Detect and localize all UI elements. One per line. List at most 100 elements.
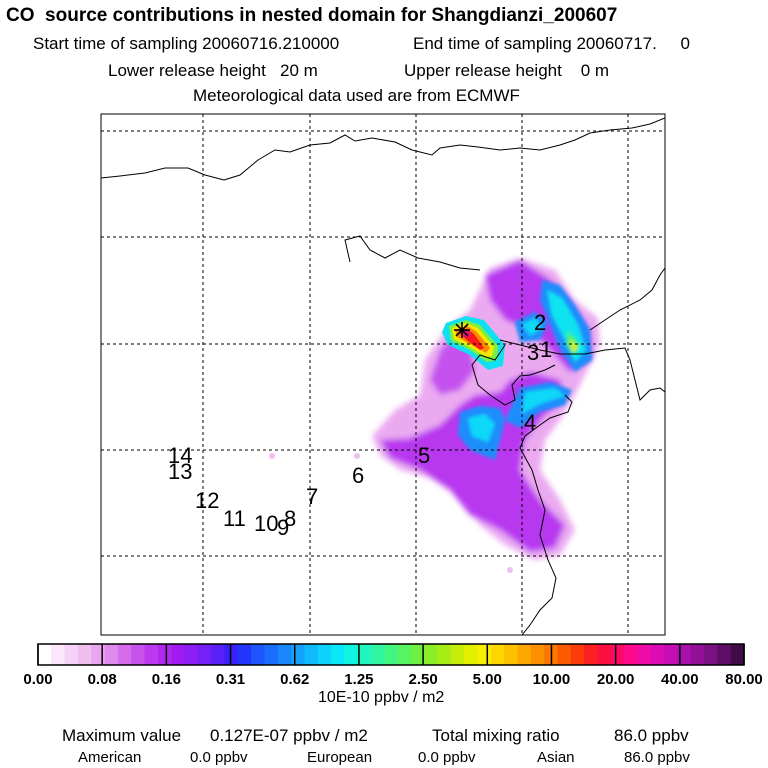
colorbar-swatch bbox=[610, 644, 625, 665]
colorbar-tick-label: 10.00 bbox=[532, 671, 571, 688]
colorbar-swatch bbox=[530, 644, 545, 665]
colorbar bbox=[38, 644, 745, 665]
colorbar-swatch bbox=[570, 644, 585, 665]
colorbar-tick-label: 80.00 bbox=[725, 671, 763, 688]
map-label-10: 10 bbox=[254, 511, 278, 536]
map-label-6: 6 bbox=[352, 463, 364, 488]
map-label-3: 3 bbox=[527, 340, 539, 365]
colorbar-swatch bbox=[637, 644, 652, 665]
colorbar-swatch bbox=[277, 644, 292, 665]
colorbar-swatch bbox=[331, 644, 345, 665]
concentration-field bbox=[269, 258, 600, 573]
plot-frame bbox=[100, 113, 666, 636]
colorbar-swatch bbox=[38, 644, 52, 665]
colorbar-swatch bbox=[650, 644, 665, 665]
colorbar-tick-label: 0.31 bbox=[215, 671, 246, 688]
colorbar-swatch bbox=[464, 644, 479, 665]
colorbar-swatch bbox=[397, 644, 412, 665]
colorbar-swatch bbox=[91, 644, 106, 665]
colorbar-tick-label: 1.25 bbox=[344, 671, 374, 688]
american-value: 0.0 ppbv bbox=[190, 749, 248, 766]
colorbar-tick-label: 40.00 bbox=[661, 671, 699, 688]
faint-dot-b bbox=[354, 453, 360, 459]
map-label-12: 12 bbox=[195, 488, 219, 513]
chart-title: CO source contributions in nested domain… bbox=[6, 5, 618, 26]
colorbar-swatch bbox=[304, 644, 319, 665]
map-label-9: 9 bbox=[277, 515, 289, 540]
european-value: 0.0 ppbv bbox=[418, 749, 476, 766]
american-label: American bbox=[78, 749, 142, 766]
colorbar-swatch bbox=[717, 644, 732, 665]
asian-value: 86.0 ppbv bbox=[624, 749, 690, 766]
european-label: European bbox=[307, 749, 373, 766]
map-label-7: 7 bbox=[306, 484, 318, 509]
colorbar-swatch bbox=[357, 644, 372, 665]
colorbar-swatch bbox=[490, 644, 505, 665]
colorbar-swatch bbox=[664, 644, 678, 665]
colorbar-ticks bbox=[37, 644, 745, 665]
colorbar-swatch bbox=[504, 644, 519, 665]
total-mixing-value: 86.0 ppbv bbox=[614, 726, 689, 745]
colorbar-swatch bbox=[51, 644, 66, 665]
met-data-text: Meteorological data used are from ECMWF bbox=[193, 86, 520, 105]
colorbar-swatch bbox=[477, 644, 492, 665]
colorbar-swatch bbox=[157, 644, 172, 665]
colorbar-swatch bbox=[64, 644, 79, 665]
colorbar-swatch bbox=[251, 644, 266, 665]
map-label-11: 11 bbox=[223, 506, 246, 531]
asian-label: Asian bbox=[537, 749, 575, 766]
coastline-nw bbox=[101, 167, 225, 181]
colorbar-swatch bbox=[211, 644, 226, 665]
colorbar-swatch bbox=[197, 644, 212, 665]
faint-dot-c bbox=[507, 567, 513, 573]
colorbar-swatch bbox=[690, 644, 705, 665]
colorbar-swatch bbox=[424, 644, 439, 665]
upper-release-text: Upper release height 0 m bbox=[404, 61, 610, 80]
colorbar-swatch bbox=[77, 644, 92, 665]
receptor-marker-icon bbox=[454, 322, 470, 338]
colorbar-tick-label: 0.62 bbox=[280, 671, 310, 688]
colorbar-swatch bbox=[131, 644, 146, 665]
border-central bbox=[344, 235, 481, 271]
max-value: 0.127E-07 ppbv / m2 bbox=[210, 726, 368, 745]
colorbar-swatch bbox=[104, 644, 119, 665]
map-label-13: 13 bbox=[168, 459, 192, 484]
coastlines bbox=[101, 117, 665, 635]
colorbar-swatch bbox=[557, 644, 572, 665]
colorbar-swatch bbox=[517, 644, 532, 665]
colorbar-swatch bbox=[117, 644, 132, 665]
coastline-ne bbox=[499, 339, 665, 401]
total-mixing-label: Total mixing ratio bbox=[432, 726, 560, 745]
gridlines bbox=[101, 114, 665, 635]
map-label-2: 2 bbox=[534, 310, 546, 335]
end-sampling-text: End time of sampling 20060717. 0 bbox=[413, 34, 690, 53]
colorbar-swatch bbox=[237, 644, 252, 665]
colorbar-swatch bbox=[184, 644, 199, 665]
colorbar-tick-label: 0.16 bbox=[151, 671, 181, 688]
map-label-5: 5 bbox=[418, 443, 430, 468]
colorbar-swatch bbox=[450, 644, 465, 665]
colorbar-swatch bbox=[677, 644, 692, 665]
faint-dot-a bbox=[269, 453, 275, 459]
colorbar-swatch bbox=[730, 644, 745, 665]
map-label-1: 1 bbox=[540, 337, 552, 362]
map-label-4: 4 bbox=[524, 410, 536, 435]
colorbar-swatch bbox=[224, 644, 239, 665]
colorbar-tick-label: 5.00 bbox=[472, 671, 502, 688]
colorbar-tick-label: 2.50 bbox=[408, 671, 438, 688]
map-label-8: 8 bbox=[284, 506, 296, 531]
plume-cyan-mid bbox=[522, 318, 542, 336]
colorbar-swatch bbox=[597, 644, 612, 665]
colorbar-swatch bbox=[384, 644, 399, 665]
colorbar-tick-label: 0.00 bbox=[23, 671, 53, 688]
coastline-bay bbox=[471, 344, 556, 406]
colorbar-swatch bbox=[144, 644, 159, 665]
colorbar-swatch bbox=[171, 644, 186, 665]
colorbar-frame bbox=[37, 643, 745, 666]
plume-yellow-ne bbox=[570, 338, 578, 352]
colorbar-swatch bbox=[624, 644, 639, 665]
colorbar-swatch bbox=[704, 644, 718, 665]
plume-cyan-south bbox=[468, 414, 495, 442]
max-value-label: Maximum value bbox=[62, 726, 182, 745]
